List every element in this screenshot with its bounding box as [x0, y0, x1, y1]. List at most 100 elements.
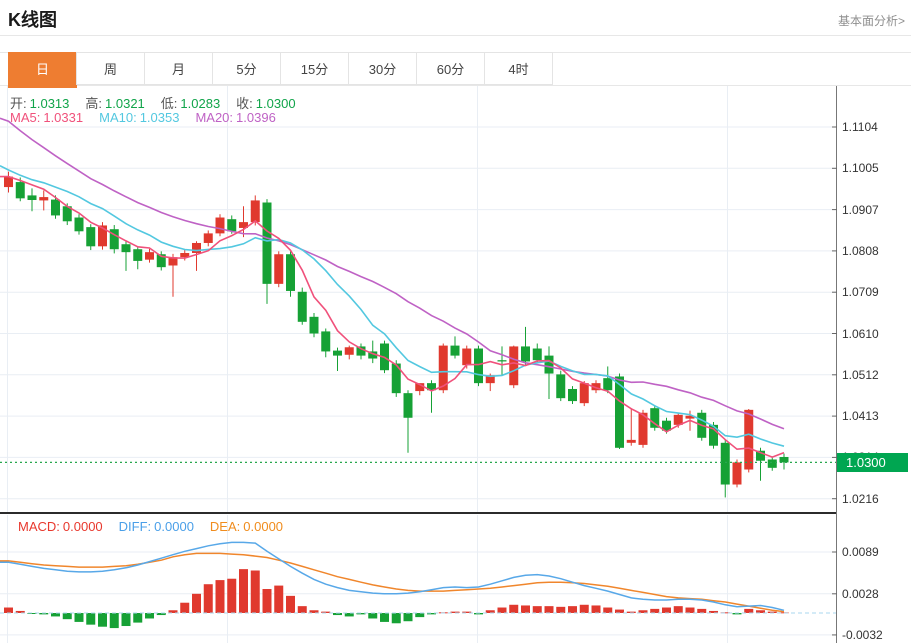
macd-bar [391, 613, 401, 624]
macd-bar [39, 613, 49, 615]
candle-body [603, 378, 613, 391]
candle-body [203, 233, 213, 243]
candle-body [521, 346, 530, 362]
price-tick-label: 1.1005 [842, 161, 879, 176]
macd-bar [74, 613, 84, 622]
diff-field: DIFF: 0.0000 [119, 519, 194, 534]
macd-bar [697, 608, 707, 613]
timeframe-tabbar: 日周月 5分 15分 30分 60分 4时 [8, 52, 553, 88]
candle-body [86, 227, 96, 247]
dea-line [0, 552, 785, 613]
candle-body [333, 350, 342, 356]
macd-bar [239, 569, 248, 613]
candle-body [732, 462, 742, 485]
macd-bar [603, 607, 613, 613]
macd-bar [215, 580, 225, 613]
macd-bar [720, 612, 730, 614]
macd-bar [145, 613, 154, 619]
macd-bar [615, 609, 624, 613]
candle-body [497, 360, 507, 362]
candle-body [650, 408, 660, 428]
low-field-label: 低: [160, 96, 178, 111]
open-field: 开: 1.0313 [10, 93, 69, 112]
macd-bar [427, 613, 436, 615]
macd-bar [544, 606, 554, 613]
price-tick-label: 1.0413 [842, 409, 879, 424]
candle-body [744, 409, 754, 470]
tab-weekly[interactable]: 周 [76, 52, 145, 85]
ma20-line [0, 117, 785, 430]
dea-field-value: 0.0000 [243, 519, 284, 534]
high-field-value: 1.0321 [105, 96, 145, 111]
macd-bar [321, 611, 331, 613]
tabbar-bottom-border [0, 85, 911, 86]
macd-bar [86, 613, 96, 625]
macd-bar [250, 570, 260, 613]
candle-body [192, 242, 201, 253]
candle-body [720, 442, 730, 485]
macd-bar [227, 578, 237, 613]
ma5-field: MA5: 1.0331 [10, 110, 83, 125]
candle-body [662, 420, 671, 431]
tab-daily[interactable]: 日 [8, 52, 77, 88]
macd-bar [756, 610, 765, 613]
open-field-value: 1.0313 [29, 96, 70, 111]
tab-30min[interactable]: 30分 [348, 52, 417, 85]
candle-body [356, 346, 366, 356]
candle-body [673, 414, 683, 425]
macd-bar [133, 613, 143, 623]
close-field: 收: 1.0300 [236, 93, 295, 112]
candle-body [615, 376, 624, 448]
candle-body [391, 363, 401, 394]
candle-body [579, 383, 589, 404]
tab-4hour[interactable]: 4时 [484, 52, 553, 85]
candle-body [368, 351, 378, 359]
candle-body [709, 424, 718, 446]
macd-tick-label: -0.0032 [842, 627, 883, 642]
candle-body [262, 202, 272, 284]
macd-bar [709, 610, 718, 613]
ma10-field: MA10: 1.0353 [99, 110, 179, 125]
tab-60min[interactable]: 60分 [416, 52, 485, 85]
candle-body [51, 199, 60, 216]
tab-15min[interactable]: 15分 [280, 52, 349, 85]
macd-bar [638, 610, 648, 613]
macd-tick-label: 0.0089 [842, 544, 879, 559]
macd-bar [98, 613, 107, 627]
candle-body [415, 383, 425, 392]
macd-bar [462, 611, 472, 613]
tab-monthly[interactable]: 月 [144, 52, 213, 85]
tab-5min[interactable]: 5分 [212, 52, 281, 85]
candle-body [168, 257, 178, 266]
candle-body [133, 249, 143, 261]
macd-bar [474, 613, 483, 615]
candle-body [509, 346, 519, 386]
candle-body [685, 415, 695, 419]
high-field: 高: 1.0321 [85, 93, 144, 112]
macd-bar [368, 613, 378, 619]
macd-bar [380, 613, 389, 622]
diff-line [0, 541, 785, 612]
ma5-field-value: 1.0331 [43, 110, 84, 125]
candle-body [756, 450, 765, 461]
candle-body [591, 383, 601, 391]
candle-body [403, 393, 413, 418]
macd-bar [497, 607, 507, 613]
candle-body [250, 200, 260, 223]
candle-body [109, 229, 119, 250]
candle-body [145, 252, 154, 260]
macd-bar [591, 605, 601, 613]
macd-tick-label: 0.0028 [842, 586, 879, 601]
macd-bar [62, 613, 72, 620]
price-tick-label: 1.1104 [842, 120, 878, 134]
macd-bar [4, 607, 13, 613]
low-field: 低: 1.0283 [161, 93, 220, 112]
candle-body [485, 375, 495, 384]
candle-body [544, 355, 554, 374]
price-tick-label: 1.0216 [842, 491, 879, 506]
fundamental-analysis-link[interactable]: 基本面分析> [837, 14, 905, 28]
close-field-label: 收: [236, 96, 253, 111]
ma10-field-label: MA10: [99, 110, 137, 125]
candle-body [286, 254, 295, 291]
